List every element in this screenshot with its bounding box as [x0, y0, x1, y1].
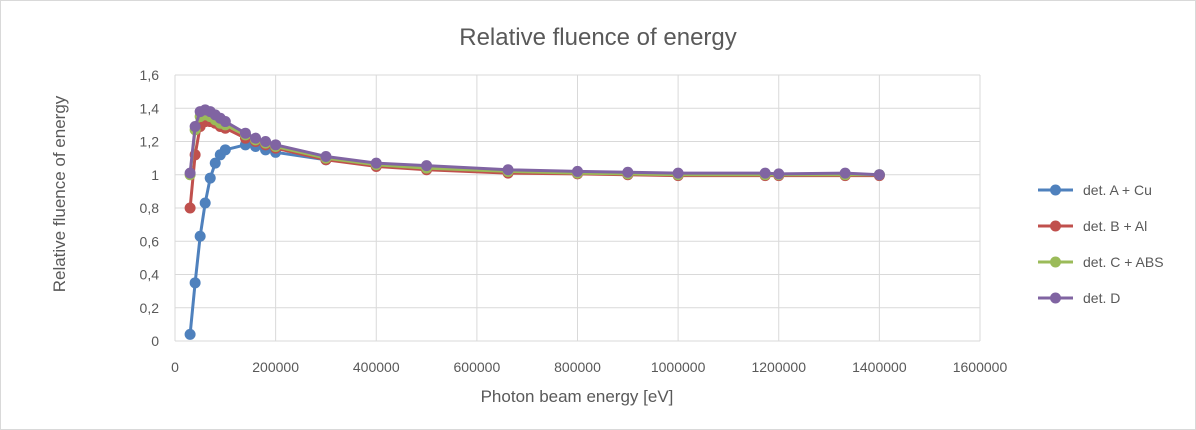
legend-label: det. A + Cu	[1083, 182, 1152, 198]
data-point	[622, 166, 634, 178]
series-line	[188, 108, 880, 177]
series-2	[184, 116, 885, 214]
plot-series	[184, 104, 885, 340]
legend-item: det. B + Al	[1038, 218, 1147, 234]
data-point	[184, 328, 196, 340]
legend-item: det. C + ABS	[1038, 254, 1164, 270]
y-tick-label: 0,2	[140, 300, 160, 316]
data-point	[320, 150, 332, 162]
chart-title: Relative fluence of energy	[459, 24, 737, 51]
data-point	[194, 230, 206, 242]
data-point	[672, 167, 684, 179]
data-point	[270, 139, 282, 151]
data-point	[839, 167, 851, 179]
tick-labels: 0 0,2 0,4 0,6 0,8 1 1,2 1,4 1,6 0 200000 400000 6000…	[140, 67, 1008, 375]
y-tick-label: 1,4	[140, 100, 160, 116]
series-4	[184, 104, 885, 181]
y-axis-title: Relative fluence of energy	[50, 95, 69, 292]
x-tick-label: 400000	[353, 359, 400, 375]
x-tick-label: 1200000	[751, 359, 806, 375]
legend: det. A + Cu det. B + Al det. C + ABS det. D	[1038, 182, 1164, 306]
x-tick-label: 800000	[554, 359, 601, 375]
legend-marker	[1050, 256, 1061, 268]
y-tick-label: 1	[151, 167, 159, 183]
x-tick-label: 1000000	[651, 359, 706, 375]
legend-item: det. D	[1038, 290, 1120, 306]
y-tick-label: 1,6	[140, 67, 160, 83]
legend-marker	[1050, 184, 1061, 196]
legend-label: det. D	[1083, 290, 1120, 306]
legend-label: det. C + ABS	[1083, 254, 1164, 270]
x-tick-label: 0	[171, 359, 179, 375]
y-tick-label: 1,2	[140, 134, 160, 150]
data-point	[502, 164, 514, 176]
gridlines	[174, 74, 981, 342]
data-point	[873, 169, 885, 181]
y-tick-label: 0,8	[140, 200, 160, 216]
data-point	[189, 121, 201, 133]
x-tick-label: 1600000	[953, 359, 1008, 375]
data-point	[199, 197, 211, 209]
legend-label: det. B + Al	[1083, 218, 1147, 234]
series-line	[188, 120, 880, 209]
data-point	[184, 167, 196, 179]
data-point	[204, 172, 216, 184]
data-point	[219, 116, 231, 128]
data-point	[370, 157, 382, 169]
x-axis-title: Photon beam energy [eV]	[481, 387, 674, 406]
data-point	[250, 132, 261, 144]
data-point	[189, 277, 201, 289]
data-point	[421, 160, 433, 172]
data-point	[219, 144, 231, 156]
y-tick-label: 0,4	[140, 267, 160, 283]
legend-marker	[1050, 292, 1061, 304]
series-line	[188, 113, 880, 177]
x-tick-label: 1400000	[852, 359, 907, 375]
legend-item: det. A + Cu	[1038, 182, 1152, 198]
y-tick-label: 0,6	[140, 233, 160, 249]
data-point	[572, 165, 583, 177]
legend-marker	[1050, 220, 1061, 232]
y-tick-label: 0	[151, 333, 159, 349]
data-point	[759, 167, 771, 179]
data-point	[239, 127, 251, 139]
x-tick-label: 200000	[252, 359, 299, 375]
x-tick-label: 600000	[454, 359, 501, 375]
data-point	[184, 202, 196, 214]
data-point	[209, 157, 221, 169]
data-point	[260, 136, 272, 147]
data-point	[773, 168, 785, 180]
